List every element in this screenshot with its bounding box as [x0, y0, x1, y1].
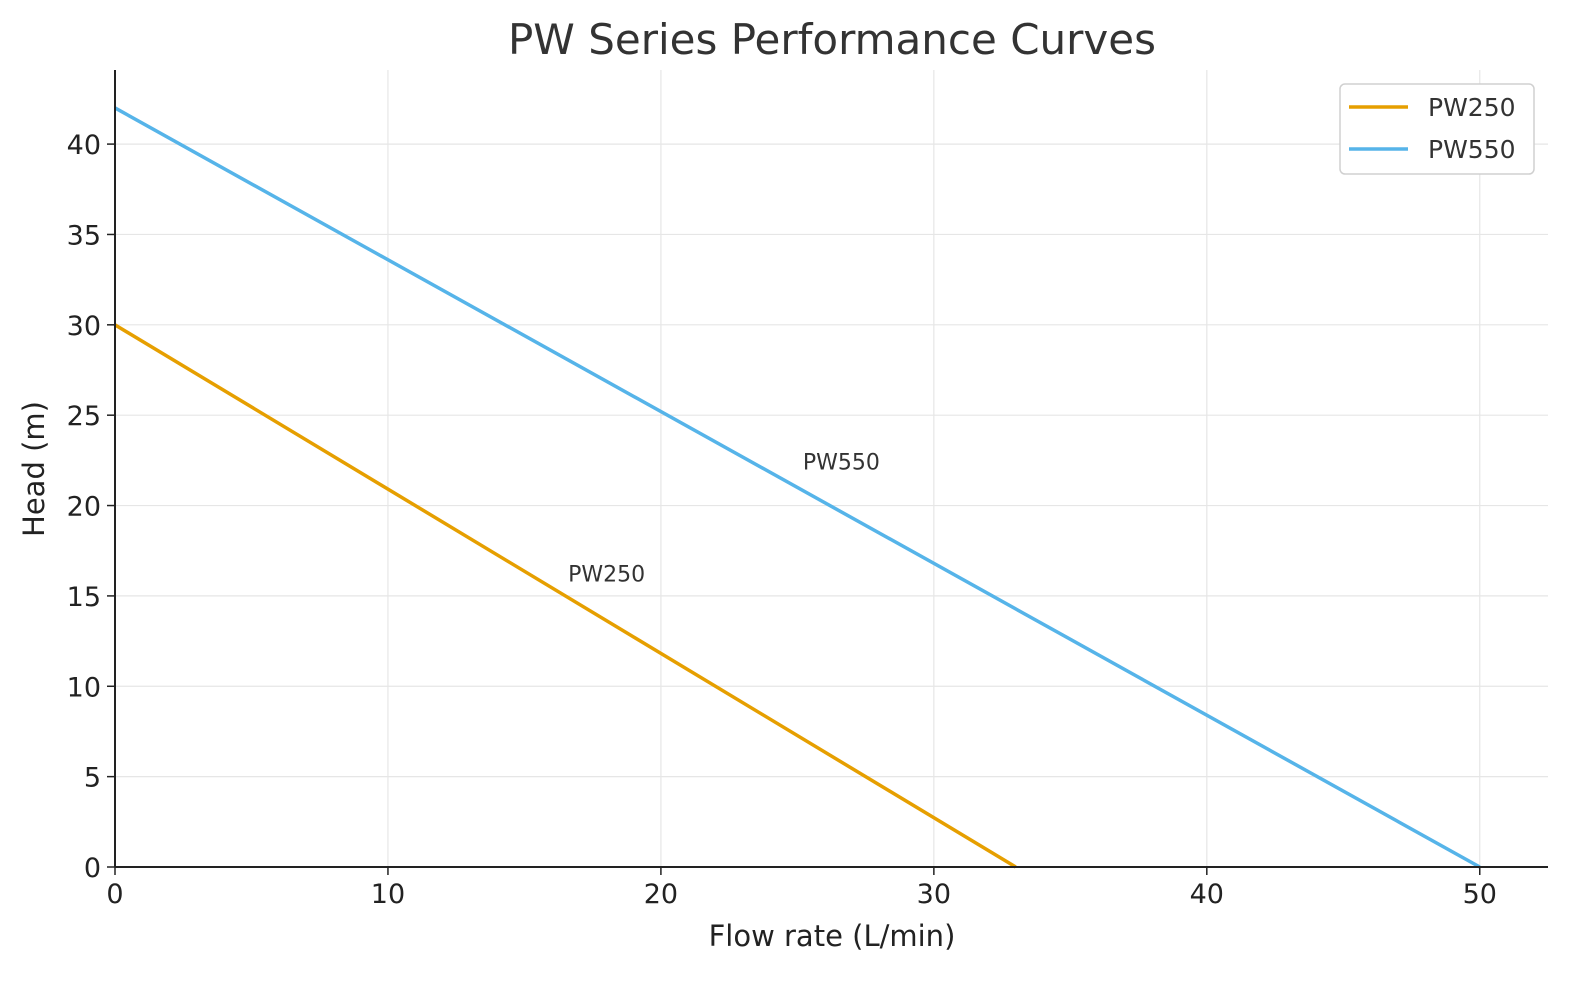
legend-label: PW250 — [1428, 93, 1516, 122]
y-tick-label: 30 — [67, 311, 101, 342]
axes — [107, 70, 1548, 875]
tick-labels: 0 10 20 30 40 50 0 5 10 15 20 25 30 35 40 — [67, 130, 1497, 910]
legend: PW250 PW550 — [1339, 83, 1535, 175]
y-tick-label: 20 — [67, 492, 101, 523]
series-lines — [114, 106, 1481, 869]
x-tick-label: 0 — [106, 879, 123, 910]
y-tick-label: 5 — [84, 763, 101, 794]
annotations: PW250 PW550 — [568, 450, 880, 587]
chart-title: PW Series Performance Curves — [508, 15, 1156, 64]
x-tick-label: 40 — [1190, 879, 1224, 910]
x-tick-label: 30 — [917, 879, 951, 910]
legend-label: PW550 — [1428, 135, 1516, 164]
series-line-pw550 — [114, 106, 1481, 869]
x-tick-label: 50 — [1463, 879, 1497, 910]
grid — [114, 70, 1548, 868]
y-tick-label: 35 — [67, 220, 101, 251]
y-tick-label: 0 — [84, 853, 101, 884]
y-tick-label: 15 — [67, 582, 101, 613]
y-axis-label: Head (m) — [17, 401, 51, 537]
series-line-pw250 — [114, 323, 1017, 869]
annotation-label: PW550 — [803, 450, 880, 475]
x-tick-label: 20 — [644, 879, 678, 910]
y-tick-label: 25 — [67, 401, 101, 432]
annotation-label: PW250 — [568, 562, 645, 587]
y-tick-label: 40 — [67, 130, 101, 161]
x-tick-label: 10 — [371, 879, 405, 910]
y-tick-label: 10 — [67, 672, 101, 703]
x-axis-label: Flow rate (L/min) — [709, 919, 956, 953]
